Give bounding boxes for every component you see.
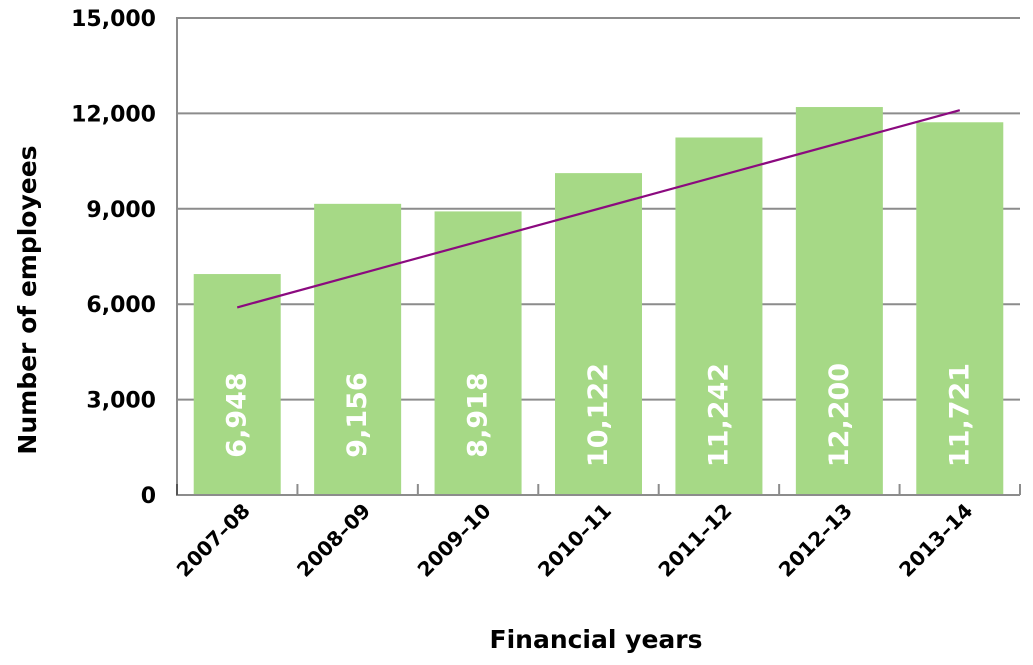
x-tick-label: 2007–08 <box>172 499 255 582</box>
bar-value-label: 12,200 <box>824 363 855 467</box>
bar-value-label: 10,122 <box>583 363 614 467</box>
x-tick-label: 2013–14 <box>894 499 977 582</box>
bar-value-label: 6,948 <box>222 372 253 457</box>
x-axis-title: Financial years <box>490 625 703 654</box>
axes <box>176 17 1021 496</box>
bar-value-label: 11,242 <box>703 363 734 467</box>
x-tick-label: 2011–12 <box>653 499 736 582</box>
bar <box>314 203 402 495</box>
bar <box>193 274 281 495</box>
bar <box>916 122 1004 495</box>
trend-line <box>236 109 961 309</box>
x-axis-ticks: 2007–08 2008–09 2009–10 2010–11 2011–12 2012–… <box>172 499 978 582</box>
y-tick-label: 15,000 <box>71 7 156 32</box>
bar <box>434 211 522 495</box>
x-tick-label: 2012–13 <box>774 499 857 582</box>
bar-value-label: 9,156 <box>342 372 373 457</box>
bar-value-label: 8,918 <box>463 372 494 457</box>
y-tick-label: 0 <box>141 484 156 509</box>
bar <box>675 137 763 495</box>
bars: 6,948 9,156 8,918 10,122 11,242 12,200 11,721 <box>193 107 1004 495</box>
y-axis-title: Number of employees <box>13 145 42 454</box>
y-axis-ticks: 0 3,000 6,000 9,000 12,000 15,000 <box>71 7 156 509</box>
y-tick-label: 6,000 <box>86 293 156 318</box>
x-tick-label: 2010–11 <box>533 499 616 582</box>
linear-trendline <box>236 109 961 309</box>
bar <box>555 173 642 495</box>
bar-value-label: 11,721 <box>944 363 975 467</box>
x-tick-label: 2009–10 <box>413 499 496 582</box>
y-tick-label: 9,000 <box>86 198 156 223</box>
y-tick-label: 3,000 <box>86 389 156 414</box>
y-tick-label: 12,000 <box>71 102 156 127</box>
x-tick-label: 2008–09 <box>292 499 375 582</box>
bar <box>795 107 883 495</box>
